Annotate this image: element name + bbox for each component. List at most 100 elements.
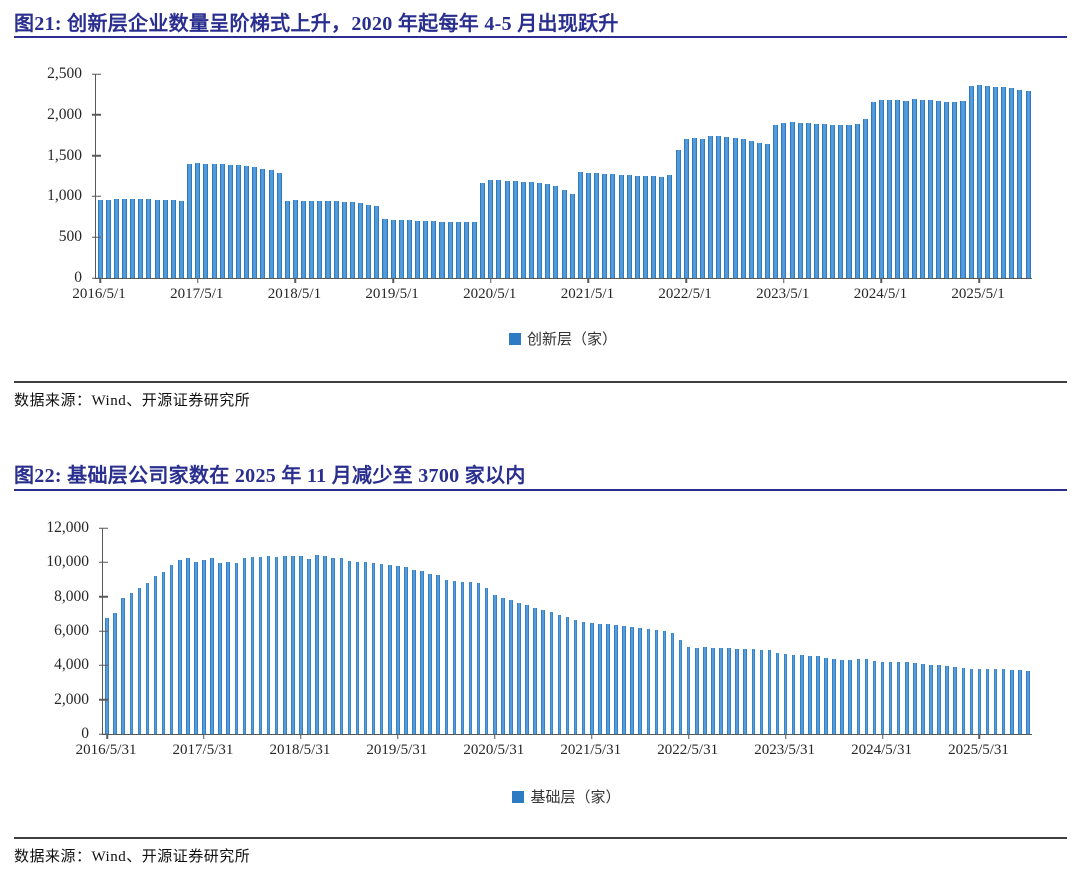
- bar-slot: [291, 74, 299, 278]
- bar: [227, 164, 233, 278]
- bar: [797, 122, 803, 278]
- bar: [630, 626, 634, 734]
- bar: [711, 647, 715, 734]
- bar: [654, 630, 659, 734]
- bar-slot: [870, 528, 878, 734]
- bar-slot: [491, 528, 499, 734]
- y-axis-tick-label: 1,000: [47, 187, 82, 205]
- bar-slot: [943, 74, 951, 278]
- bar-slot: [340, 74, 348, 278]
- bar-slot: [674, 74, 682, 278]
- x-axis-tick-mark: [880, 278, 883, 283]
- bar-slot: [959, 74, 967, 278]
- bar: [258, 556, 263, 734]
- bar: [719, 648, 723, 734]
- bar: [105, 199, 111, 278]
- y-axis-tick-mark: [99, 595, 108, 598]
- bar-slot: [438, 74, 446, 278]
- bar-slot: [975, 74, 983, 278]
- bar-slot: [348, 74, 356, 278]
- bar: [504, 180, 510, 278]
- bar-slot: [470, 74, 478, 278]
- bar: [203, 163, 209, 278]
- x-axis-tick-mark: [106, 734, 108, 739]
- bar-slot: [378, 528, 386, 734]
- bar: [388, 565, 392, 734]
- bar: [260, 168, 266, 278]
- bar-slot: [604, 528, 612, 734]
- bar: [146, 199, 152, 278]
- bar-slot: [120, 74, 128, 278]
- bar: [195, 163, 201, 278]
- bar-slot: [495, 74, 503, 278]
- bar: [602, 173, 608, 278]
- bar-slot: [357, 74, 365, 278]
- bar-slot: [790, 528, 798, 734]
- bar: [553, 186, 559, 278]
- bar-slot: [951, 74, 959, 278]
- bar-slot: [967, 528, 975, 734]
- bar-slot: [418, 528, 426, 734]
- bar-slot: [467, 528, 475, 734]
- x-axis-tick-label: 2018/5/1: [267, 286, 322, 302]
- bar: [651, 176, 657, 278]
- bar: [138, 199, 144, 278]
- bar: [406, 220, 412, 278]
- bar-slot: [370, 528, 378, 734]
- bar-slot: [625, 74, 633, 278]
- bar: [854, 123, 860, 278]
- bar-slot: [806, 528, 814, 734]
- bar-slot: [200, 528, 208, 734]
- bar: [145, 582, 150, 734]
- bar-slot: [894, 74, 902, 278]
- figure-22-source-note: 数据来源：Wind、开源证券研究所: [14, 849, 251, 865]
- bar: [813, 123, 819, 278]
- bar-slot: [186, 74, 194, 278]
- bar-slot: [862, 528, 870, 734]
- bar: [724, 136, 730, 278]
- x-axis-tick-mark: [489, 278, 492, 283]
- bar: [830, 124, 836, 278]
- bar: [113, 199, 119, 278]
- bar-slot: [300, 74, 308, 278]
- bar-slot: [861, 74, 869, 278]
- bar-slot: [846, 528, 854, 734]
- bar: [699, 138, 705, 278]
- bar-slot: [251, 74, 259, 278]
- bar-slot: [983, 74, 991, 278]
- bar-slot: [479, 74, 487, 278]
- x-axis-tick-mark: [687, 734, 690, 739]
- bar-slot: [442, 528, 450, 734]
- bar: [187, 163, 193, 278]
- bar: [472, 222, 478, 278]
- x-axis-tick-label: 2021/5/31: [560, 742, 622, 758]
- y-axis-tick-label: 0: [81, 725, 89, 742]
- bar-slot: [926, 74, 934, 278]
- bar: [598, 623, 602, 734]
- bar: [301, 200, 307, 278]
- bar-slot: [430, 74, 438, 278]
- figure-22-y-axis-labels: 0 2,000 4,000 6,000 8,000 10,000 12,000: [0, 519, 95, 742]
- bar-slot: [413, 74, 421, 278]
- bar: [864, 658, 869, 734]
- bar: [235, 165, 241, 278]
- bar-slot: [837, 74, 845, 278]
- bar-slot: [788, 74, 796, 278]
- bar-slot: [487, 74, 495, 278]
- bar: [927, 100, 933, 278]
- x-axis-tick-mark: [203, 734, 205, 739]
- bar-slot: [723, 74, 731, 278]
- y-axis-tick-label: 2,000: [54, 690, 89, 708]
- bar: [626, 175, 632, 278]
- bar-slot: [934, 74, 942, 278]
- bar: [740, 139, 746, 278]
- x-axis-tick-label: 2017/5/31: [172, 742, 234, 758]
- bar-slot: [853, 74, 861, 278]
- bar: [178, 200, 184, 278]
- bar-slot: [804, 74, 812, 278]
- bar-slot: [967, 74, 975, 278]
- bar: [756, 142, 762, 278]
- bar: [276, 173, 282, 278]
- figure-21-title: 图21: 创新层企业数量呈阶梯式上升，2020 年起每年 4-5 月出现跃升: [14, 13, 619, 35]
- bar: [501, 597, 505, 734]
